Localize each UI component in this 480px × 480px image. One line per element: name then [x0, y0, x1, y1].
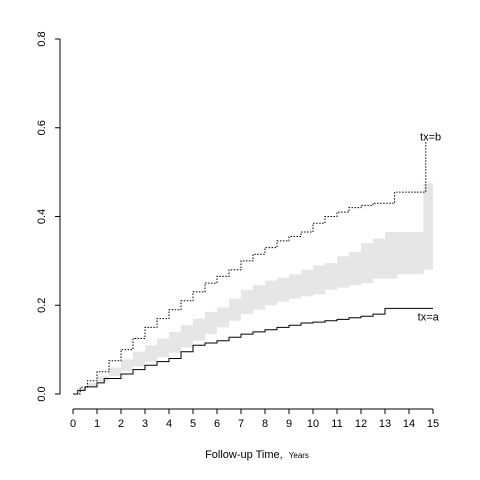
x-tick-label: 2 — [118, 418, 124, 430]
x-tick-label: 9 — [286, 418, 292, 430]
x-tick-label: 15 — [427, 418, 439, 430]
x-tick-label: 6 — [214, 418, 220, 430]
x-tick-label: 12 — [355, 418, 367, 430]
y-tick-label: 0.2 — [36, 298, 48, 313]
y-tick-label: 0.6 — [36, 120, 48, 135]
x-tick-label: 11 — [331, 418, 342, 430]
x-tick-label: 4 — [166, 418, 172, 430]
x-axis-label: Follow-up Time, Years — [205, 449, 309, 461]
x-tick-label: 1 — [94, 418, 100, 430]
x-tick-label: 14 — [403, 418, 415, 430]
x-tick-label: 3 — [142, 418, 148, 430]
series-layer — [73, 141, 433, 395]
series-line-tx-b — [73, 141, 427, 395]
confidence-band — [73, 183, 433, 394]
confidence-band-layer — [73, 183, 433, 394]
annotation-layer: tx=b tx=a — [418, 132, 442, 324]
x-axis-label-units: Years — [289, 451, 309, 460]
x-tick-label: 7 — [238, 418, 244, 430]
x-axis-label-main: Follow-up Time, — [205, 449, 283, 461]
x-tick-label: 5 — [190, 418, 196, 430]
x-tick-label: 10 — [307, 418, 319, 430]
y-tick-label: 0.4 — [36, 209, 48, 224]
series-line-tx-a — [73, 307, 433, 395]
y-tick-label: 0.8 — [36, 31, 48, 46]
x-tick-label: 0 — [70, 418, 76, 430]
x-tick-label: 8 — [262, 418, 268, 430]
axis-layer: 0 1 2 3 4 5 6 7 8 9 10 11 12 13 14 150.00.20.40.60.8 — [36, 31, 439, 430]
curve-label-tx-b: tx=b — [420, 132, 441, 144]
curve-label-tx-a: tx=a — [418, 311, 440, 323]
x-tick-label: 13 — [379, 418, 391, 430]
y-tick-label: 0.0 — [36, 386, 48, 401]
